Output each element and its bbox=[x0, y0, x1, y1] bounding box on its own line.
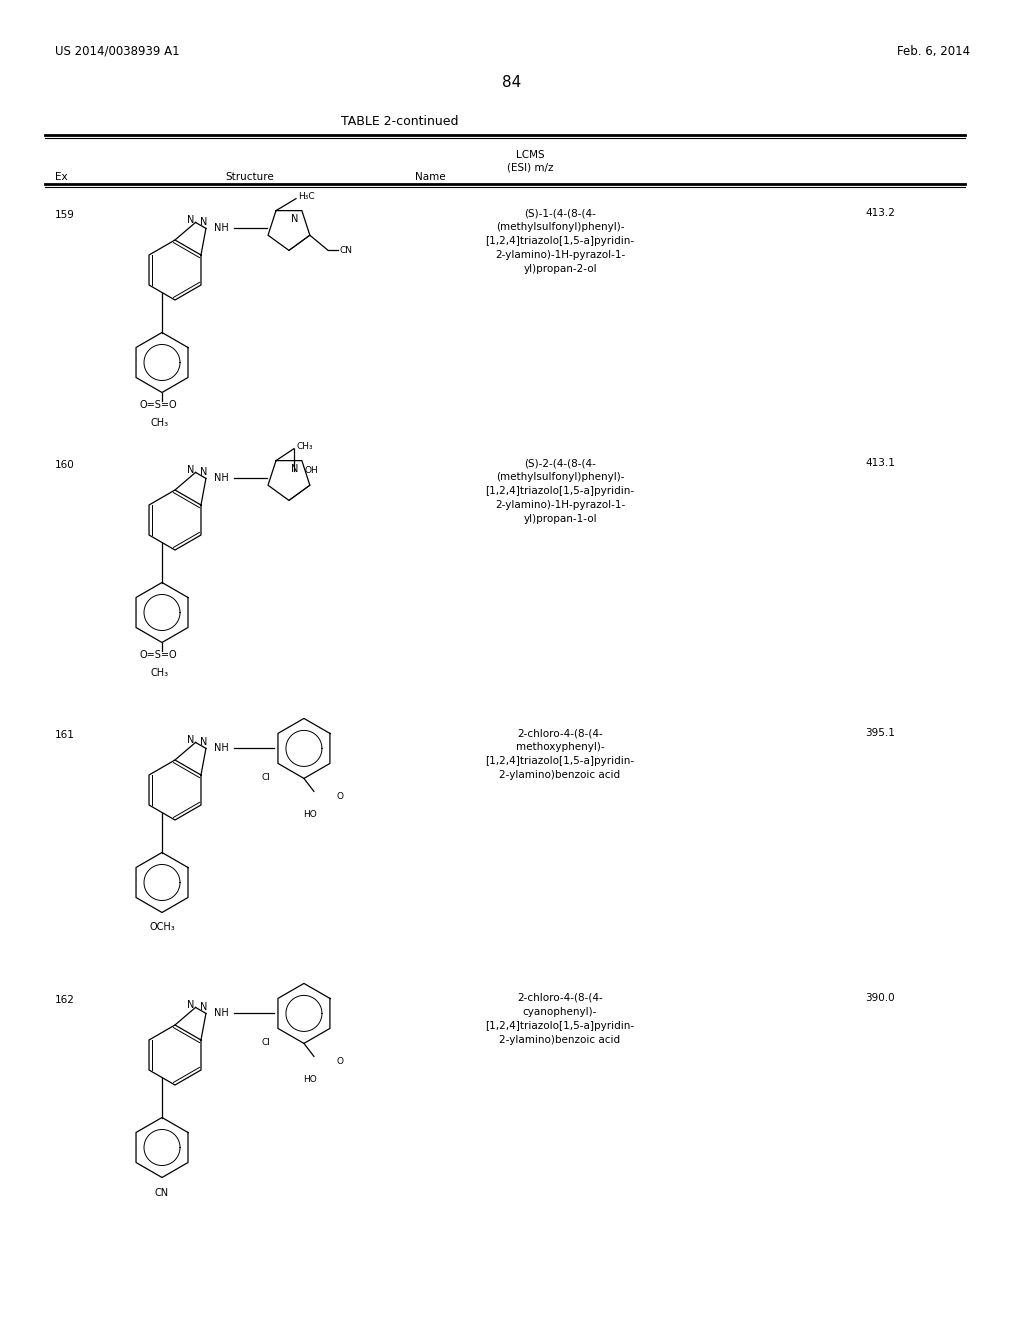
Text: O=S=O: O=S=O bbox=[139, 400, 177, 411]
Text: N: N bbox=[292, 463, 299, 474]
Text: 160: 160 bbox=[55, 459, 75, 470]
Text: Cl: Cl bbox=[261, 774, 270, 783]
Text: HO: HO bbox=[303, 1076, 317, 1085]
Text: N: N bbox=[292, 214, 299, 223]
Text: OCH₃: OCH₃ bbox=[150, 923, 175, 932]
Text: CH₃: CH₃ bbox=[296, 442, 312, 450]
Text: Name: Name bbox=[415, 172, 445, 182]
Text: 413.1: 413.1 bbox=[865, 458, 895, 469]
Text: OH: OH bbox=[304, 466, 317, 475]
Text: N: N bbox=[200, 738, 207, 747]
Text: N: N bbox=[200, 467, 207, 478]
Text: 2-chloro-4-(8-(4-
methoxyphenyl)-
[1,2,4]triazolo[1,5-a]pyridin-
2-ylamino)benzo: 2-chloro-4-(8-(4- methoxyphenyl)- [1,2,4… bbox=[485, 729, 635, 780]
Text: 161: 161 bbox=[55, 730, 75, 741]
Text: LCMS: LCMS bbox=[516, 150, 545, 160]
Text: 84: 84 bbox=[503, 75, 521, 90]
Text: O: O bbox=[337, 792, 344, 801]
Text: 159: 159 bbox=[55, 210, 75, 220]
Text: N: N bbox=[187, 215, 195, 226]
Text: US 2014/0038939 A1: US 2014/0038939 A1 bbox=[55, 45, 179, 58]
Text: CN: CN bbox=[155, 1188, 169, 1197]
Text: Cl: Cl bbox=[261, 1039, 270, 1047]
Text: NH: NH bbox=[214, 474, 228, 483]
Text: (S)-2-(4-(8-(4-
(methylsulfonyl)phenyl)-
[1,2,4]triazolo[1,5-a]pyridin-
2-ylamin: (S)-2-(4-(8-(4- (methylsulfonyl)phenyl)-… bbox=[485, 458, 635, 524]
Text: 162: 162 bbox=[55, 995, 75, 1005]
Text: CH₃: CH₃ bbox=[151, 418, 169, 429]
Text: NH: NH bbox=[214, 743, 228, 754]
Text: O=S=O: O=S=O bbox=[139, 651, 177, 660]
Text: N: N bbox=[187, 465, 195, 475]
Text: 390.0: 390.0 bbox=[865, 993, 895, 1003]
Text: Feb. 6, 2014: Feb. 6, 2014 bbox=[897, 45, 970, 58]
Text: H₃C: H₃C bbox=[298, 191, 314, 201]
Text: N: N bbox=[187, 735, 195, 746]
Text: 395.1: 395.1 bbox=[865, 729, 895, 738]
Text: 2-chloro-4-(8-(4-
cyanophenyl)-
[1,2,4]triazolo[1,5-a]pyridin-
2-ylamino)benzoic: 2-chloro-4-(8-(4- cyanophenyl)- [1,2,4]t… bbox=[485, 993, 635, 1045]
Text: (S)-1-(4-(8-(4-
(methylsulfonyl)phenyl)-
[1,2,4]triazolo[1,5-a]pyridin-
2-ylamin: (S)-1-(4-(8-(4- (methylsulfonyl)phenyl)-… bbox=[485, 209, 635, 275]
Text: CN: CN bbox=[340, 246, 353, 255]
Text: N: N bbox=[187, 1001, 195, 1010]
Text: NH: NH bbox=[214, 1008, 228, 1019]
Text: HO: HO bbox=[303, 810, 317, 820]
Text: TABLE 2-continued: TABLE 2-continued bbox=[341, 115, 459, 128]
Text: (ESI) m/z: (ESI) m/z bbox=[507, 162, 553, 172]
Text: O: O bbox=[337, 1057, 344, 1067]
Text: Structure: Structure bbox=[225, 172, 274, 182]
Text: N: N bbox=[200, 218, 207, 227]
Text: NH: NH bbox=[214, 223, 228, 234]
Text: 413.2: 413.2 bbox=[865, 209, 895, 218]
Text: CH₃: CH₃ bbox=[151, 668, 169, 678]
Text: Ex: Ex bbox=[55, 172, 68, 182]
Text: N: N bbox=[200, 1002, 207, 1012]
